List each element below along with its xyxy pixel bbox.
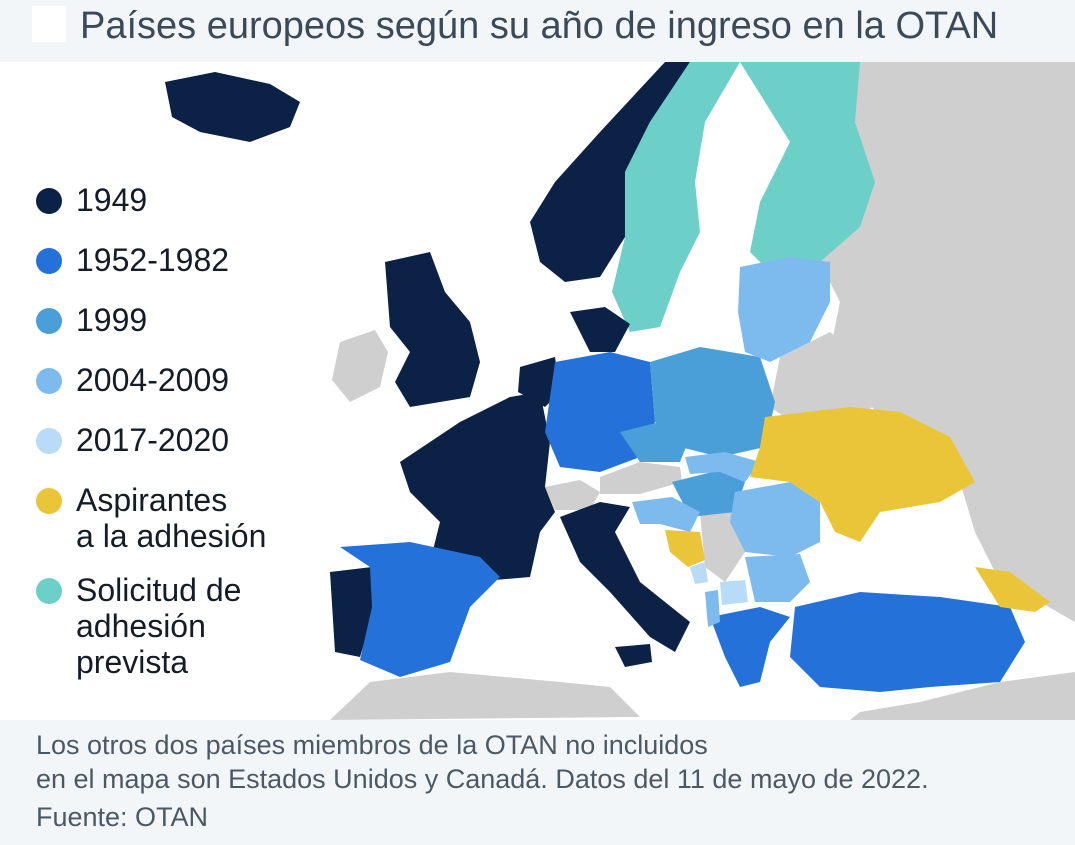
hungary bbox=[672, 470, 745, 517]
legend-swatch bbox=[36, 428, 62, 454]
sweden bbox=[612, 62, 740, 332]
baltics bbox=[738, 257, 830, 362]
legend-item-2004-2009: 2004-2009 bbox=[36, 362, 229, 398]
legend-swatch bbox=[36, 368, 62, 394]
slovenia-croatia bbox=[632, 497, 700, 532]
france bbox=[400, 392, 555, 582]
legend-label: 2017-2020 bbox=[76, 422, 230, 458]
footer-note-line: Los otros dos países miembros de la OTAN… bbox=[36, 730, 708, 760]
title-bar: Países europeos según su año de ingreso … bbox=[0, 0, 1075, 58]
iceland bbox=[165, 72, 300, 142]
legend-swatch bbox=[36, 578, 62, 604]
legend-label: 2004-2009 bbox=[76, 362, 230, 398]
ukraine bbox=[750, 407, 975, 542]
europe-map bbox=[0, 62, 1075, 720]
footer-note-line: en el mapa son Estados Unidos y Canadá. … bbox=[36, 764, 929, 794]
austria bbox=[600, 462, 682, 494]
benelux bbox=[518, 357, 560, 407]
czechia bbox=[620, 422, 690, 462]
north-macedonia bbox=[720, 580, 748, 605]
north-africa-east bbox=[850, 672, 1075, 720]
legend-item-1952-1982: 1952-1982 bbox=[36, 242, 229, 278]
page-title: Países europeos según su año de ingreso … bbox=[80, 5, 999, 47]
legend-swatch bbox=[36, 308, 62, 334]
denmark bbox=[570, 307, 630, 352]
greece bbox=[710, 607, 790, 687]
slovakia bbox=[685, 452, 760, 482]
legend-item-solicitud: Solicitud de adhesión prevista bbox=[36, 572, 241, 680]
legend-swatch bbox=[36, 188, 62, 214]
united-kingdom bbox=[385, 252, 480, 407]
bulgaria bbox=[745, 554, 810, 602]
map-panel bbox=[0, 62, 1075, 720]
switzerland bbox=[545, 480, 600, 510]
poland bbox=[650, 347, 775, 457]
belarus bbox=[770, 332, 880, 427]
finland bbox=[740, 62, 875, 272]
bosnia bbox=[665, 530, 705, 567]
legend-item-1949: 1949 bbox=[36, 182, 147, 218]
montenegro bbox=[690, 562, 708, 584]
legend-swatch bbox=[36, 488, 62, 514]
georgia bbox=[975, 567, 1050, 612]
sicily bbox=[615, 644, 652, 667]
legend-label: Solicitud de adhesión prevista bbox=[76, 572, 242, 680]
legend-label: 1999 bbox=[76, 302, 148, 338]
legend-item-aspirantes: Aspirantes a la adhesión bbox=[36, 482, 266, 554]
turkey bbox=[790, 592, 1025, 692]
italy bbox=[560, 502, 690, 652]
portugal bbox=[330, 567, 375, 657]
norway bbox=[530, 62, 690, 282]
legend-item-1999: 1999 bbox=[36, 302, 147, 338]
legend-label: 1949 bbox=[76, 182, 148, 218]
albania bbox=[705, 590, 720, 627]
footer: Los otros dos países miembros de la OTAN… bbox=[36, 728, 1066, 834]
ireland bbox=[332, 330, 388, 402]
north-africa bbox=[330, 672, 640, 720]
legend-swatch bbox=[36, 248, 62, 274]
legend-label: 1952-1982 bbox=[76, 242, 230, 278]
russia-region bbox=[820, 62, 1075, 622]
brand-logo-icon bbox=[32, 6, 66, 42]
spain bbox=[340, 542, 500, 677]
source: Fuente: OTAN bbox=[36, 802, 209, 832]
romania bbox=[730, 482, 820, 557]
legend-item-2017-2020: 2017-2020 bbox=[36, 422, 229, 458]
legend-label: Aspirantes a la adhesión bbox=[76, 482, 267, 554]
